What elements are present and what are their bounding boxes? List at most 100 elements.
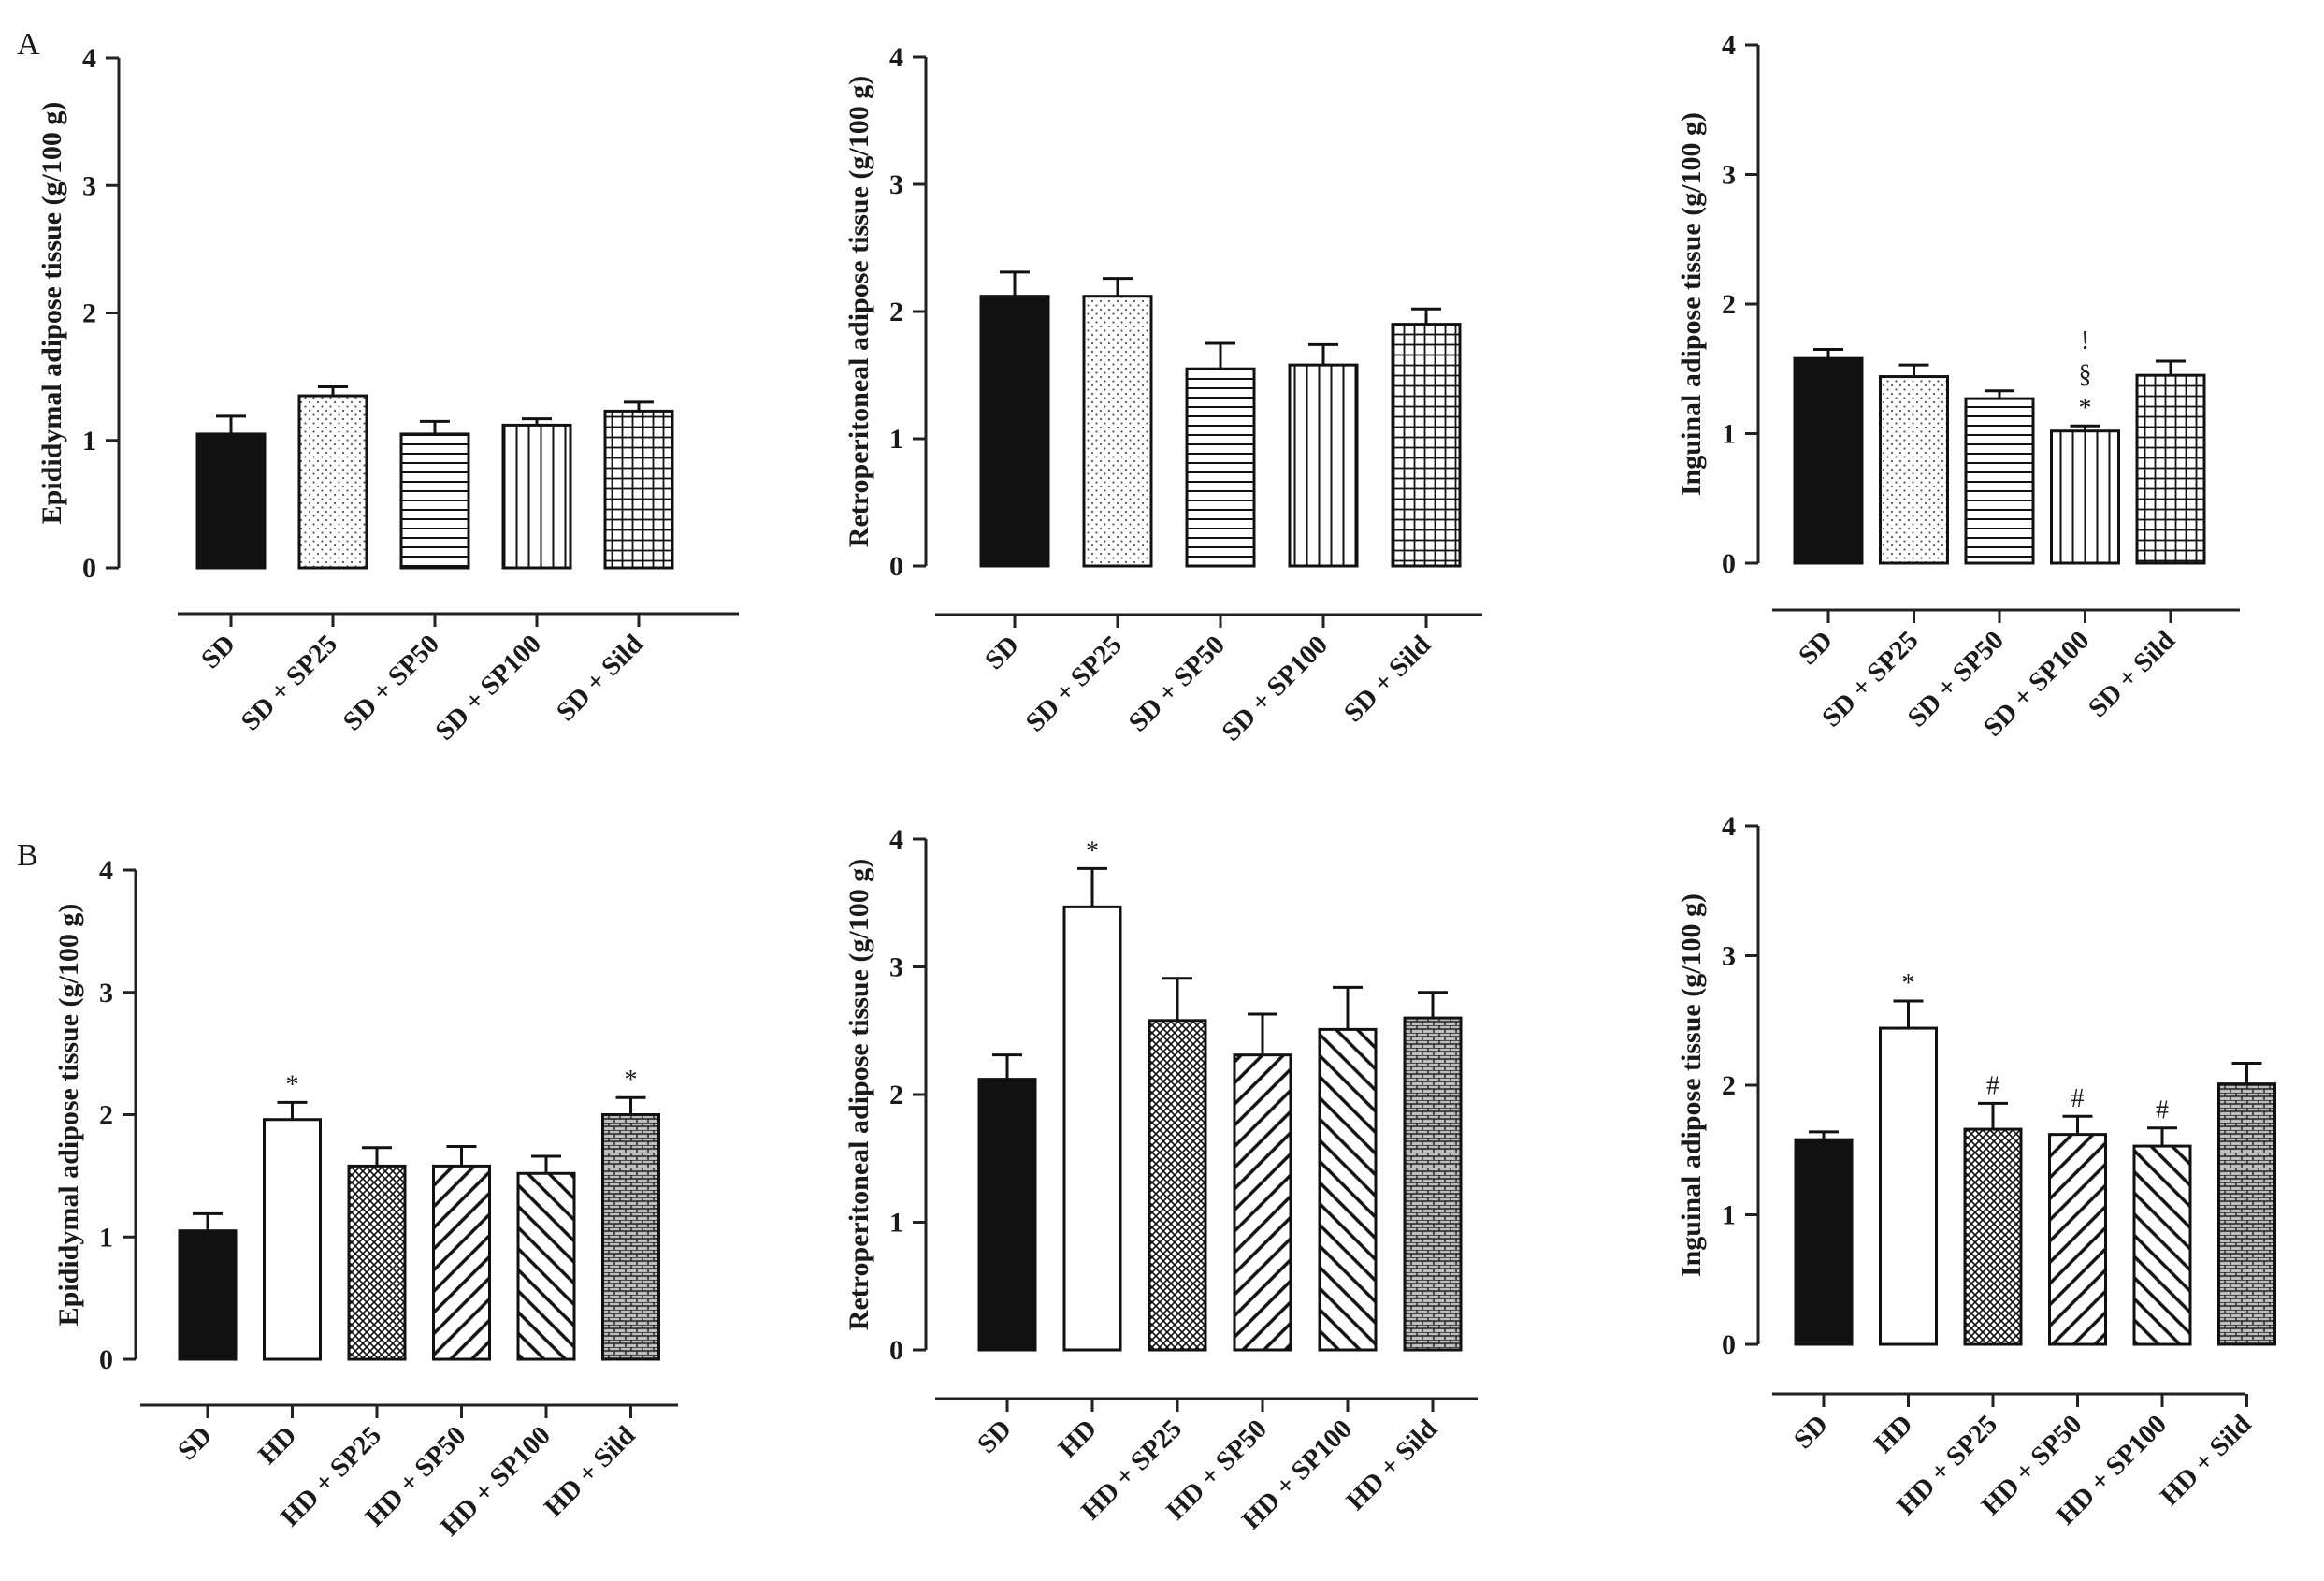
x-category-label: HD + Sild	[539, 1420, 642, 1523]
bar-sd	[1793, 356, 1864, 565]
y-tick-label: 3	[99, 978, 113, 1008]
x-category-label: SD	[972, 1414, 1018, 1459]
bar-sd-sp50	[1964, 397, 2035, 565]
error-bar	[1248, 1012, 1277, 1055]
x-category-label: SD	[979, 630, 1025, 675]
y-tick-label: 2	[889, 1080, 903, 1110]
x-category-label: SD + SP50	[1123, 630, 1231, 737]
y-tick-label: 1	[889, 1208, 903, 1239]
x-category-label: HD + Sild	[1340, 1414, 1443, 1516]
y-tick-label: 4	[82, 43, 96, 74]
error-bar	[2070, 424, 2100, 431]
chart-top-right: 0 1 2 3 4 Inguinal adipose tissue (g/100 g) SD…	[1676, 30, 2240, 743]
bar-hd-sp100	[1318, 1027, 1378, 1352]
error-bar	[362, 1146, 392, 1167]
x-category-label: SD + SP100	[429, 629, 546, 746]
error-bar	[318, 385, 348, 397]
x-category-label: SD	[172, 1420, 218, 1466]
bar-hd-sp50	[432, 1164, 491, 1361]
bar-hd-sp25	[347, 1164, 407, 1361]
significance-mark: !	[2081, 326, 2089, 355]
charts-container: 0 1 2 3 4 Epididymal adipose tissue (g/100 g)…	[36, 30, 2276, 1542]
y-tick-label: 0	[889, 1335, 903, 1366]
y-tick-label: 2	[1722, 289, 1736, 320]
y-tick-label: 3	[889, 952, 903, 983]
bar-sd-sp50	[1185, 367, 1256, 568]
x-category-label: SD + Sild	[551, 629, 649, 727]
bar-sd-sp25	[1879, 375, 1949, 565]
x-category-label: SD + SP25	[236, 629, 343, 736]
bar-sd	[195, 432, 267, 570]
bar-hd-sild	[2217, 1082, 2276, 1346]
error-bar	[2062, 1114, 2093, 1135]
error-bar	[1893, 999, 1924, 1029]
chart-bottom-center: 0 1 2 3 4 Retroperitoneal adipose tissue (g/1…	[844, 824, 1478, 1535]
x-category-label: HD	[253, 1420, 302, 1470]
y-tick-label: 1	[82, 426, 96, 457]
y-axis-title: Retroperitoneal adipose tissue (g/100 g)	[844, 859, 874, 1330]
x-category-label: SD + SP50	[338, 629, 445, 736]
x-category-label: HD	[1869, 1409, 1918, 1458]
bar-hd-sp50	[2048, 1133, 2107, 1346]
y-tick-label: 0	[889, 551, 903, 582]
significance-mark: #	[1986, 1071, 1999, 1100]
error-bar	[1813, 347, 1843, 359]
bar-hd-sp25	[1148, 1019, 1207, 1352]
x-category-label: SD	[1788, 1409, 1834, 1455]
bar-sd-sild	[2135, 373, 2206, 565]
y-axis-title: Epididymal adipose tissue (g/100 g)	[36, 102, 67, 525]
x-category-label: SD	[1793, 625, 1839, 671]
bar-sd-sp25	[297, 394, 368, 570]
y-axis-title: Retroperitoneal adipose tissue (g/100 g)	[844, 76, 874, 547]
error-bar	[216, 414, 246, 434]
bar-sd-sild	[1391, 323, 1462, 568]
significance-mark: *	[2079, 394, 2092, 423]
bar-sd-sp50	[399, 432, 470, 570]
x-category-label: SD + Sild	[2083, 625, 2181, 723]
y-tick-label: 3	[82, 170, 96, 201]
y-tick-label: 2	[99, 1100, 113, 1131]
y-axis-title: Inguinal adipose tissue (g/100 g)	[1676, 893, 1707, 1277]
error-bar	[1162, 977, 1192, 1021]
error-bar	[193, 1211, 223, 1231]
bar-hd-sild	[601, 1113, 660, 1361]
error-bar	[1205, 341, 1235, 370]
y-tick-label: 2	[82, 298, 96, 329]
error-bar	[1985, 389, 2014, 399]
error-bar	[1308, 342, 1338, 366]
y-axis-title: Inguinal adipose tissue (g/100 g)	[1676, 112, 1707, 496]
y-tick-label: 4	[99, 855, 113, 886]
y-tick-label: 3	[1722, 160, 1736, 191]
bar-sd	[977, 1078, 1037, 1352]
bar-hd	[263, 1118, 322, 1361]
error-bar	[1333, 985, 1363, 1030]
significance-mark: *	[625, 1066, 638, 1095]
bar-hd-sp100	[2132, 1144, 2192, 1346]
x-category-label: SD + Sild	[1338, 630, 1436, 728]
error-bar	[1809, 1130, 1839, 1140]
y-tick-label: 1	[99, 1222, 113, 1253]
significance-mark: #	[2071, 1084, 2085, 1113]
significance-mark: §	[2079, 360, 2092, 389]
bar-hd	[1062, 905, 1122, 1352]
y-tick-label: 4	[889, 824, 903, 855]
y-tick-label: 3	[889, 169, 903, 200]
y-tick-label: 4	[889, 42, 903, 73]
panel-label-a: A	[17, 27, 40, 62]
error-bar	[1077, 866, 1107, 907]
bar-sd-sp100	[1288, 363, 1359, 568]
y-tick-label: 2	[889, 297, 903, 327]
significance-mark: *	[1902, 969, 1915, 998]
y-tick-label: 1	[889, 424, 903, 455]
y-tick-label: 0	[82, 553, 96, 584]
bar-sd	[178, 1229, 238, 1361]
panel-label-b: B	[17, 838, 38, 873]
error-bar	[522, 417, 552, 426]
error-bar	[420, 419, 450, 434]
error-bar	[277, 1100, 308, 1120]
bar-sd-sp100	[2050, 429, 2120, 565]
significance-mark: *	[1086, 836, 1099, 865]
error-bar	[624, 400, 654, 412]
bar-hd	[1879, 1026, 1938, 1346]
